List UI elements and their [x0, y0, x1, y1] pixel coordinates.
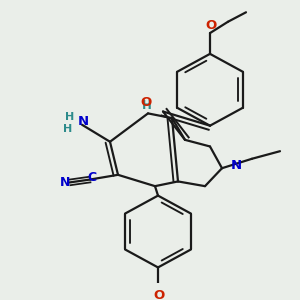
Text: O: O [140, 96, 152, 109]
Text: H: H [65, 112, 75, 122]
Text: N: N [230, 159, 242, 172]
Text: N: N [60, 176, 70, 189]
Text: N: N [77, 116, 88, 128]
Text: H: H [63, 124, 73, 134]
Text: H: H [142, 99, 152, 112]
Text: O: O [153, 289, 165, 300]
Text: C: C [87, 171, 97, 184]
Text: O: O [206, 19, 217, 32]
